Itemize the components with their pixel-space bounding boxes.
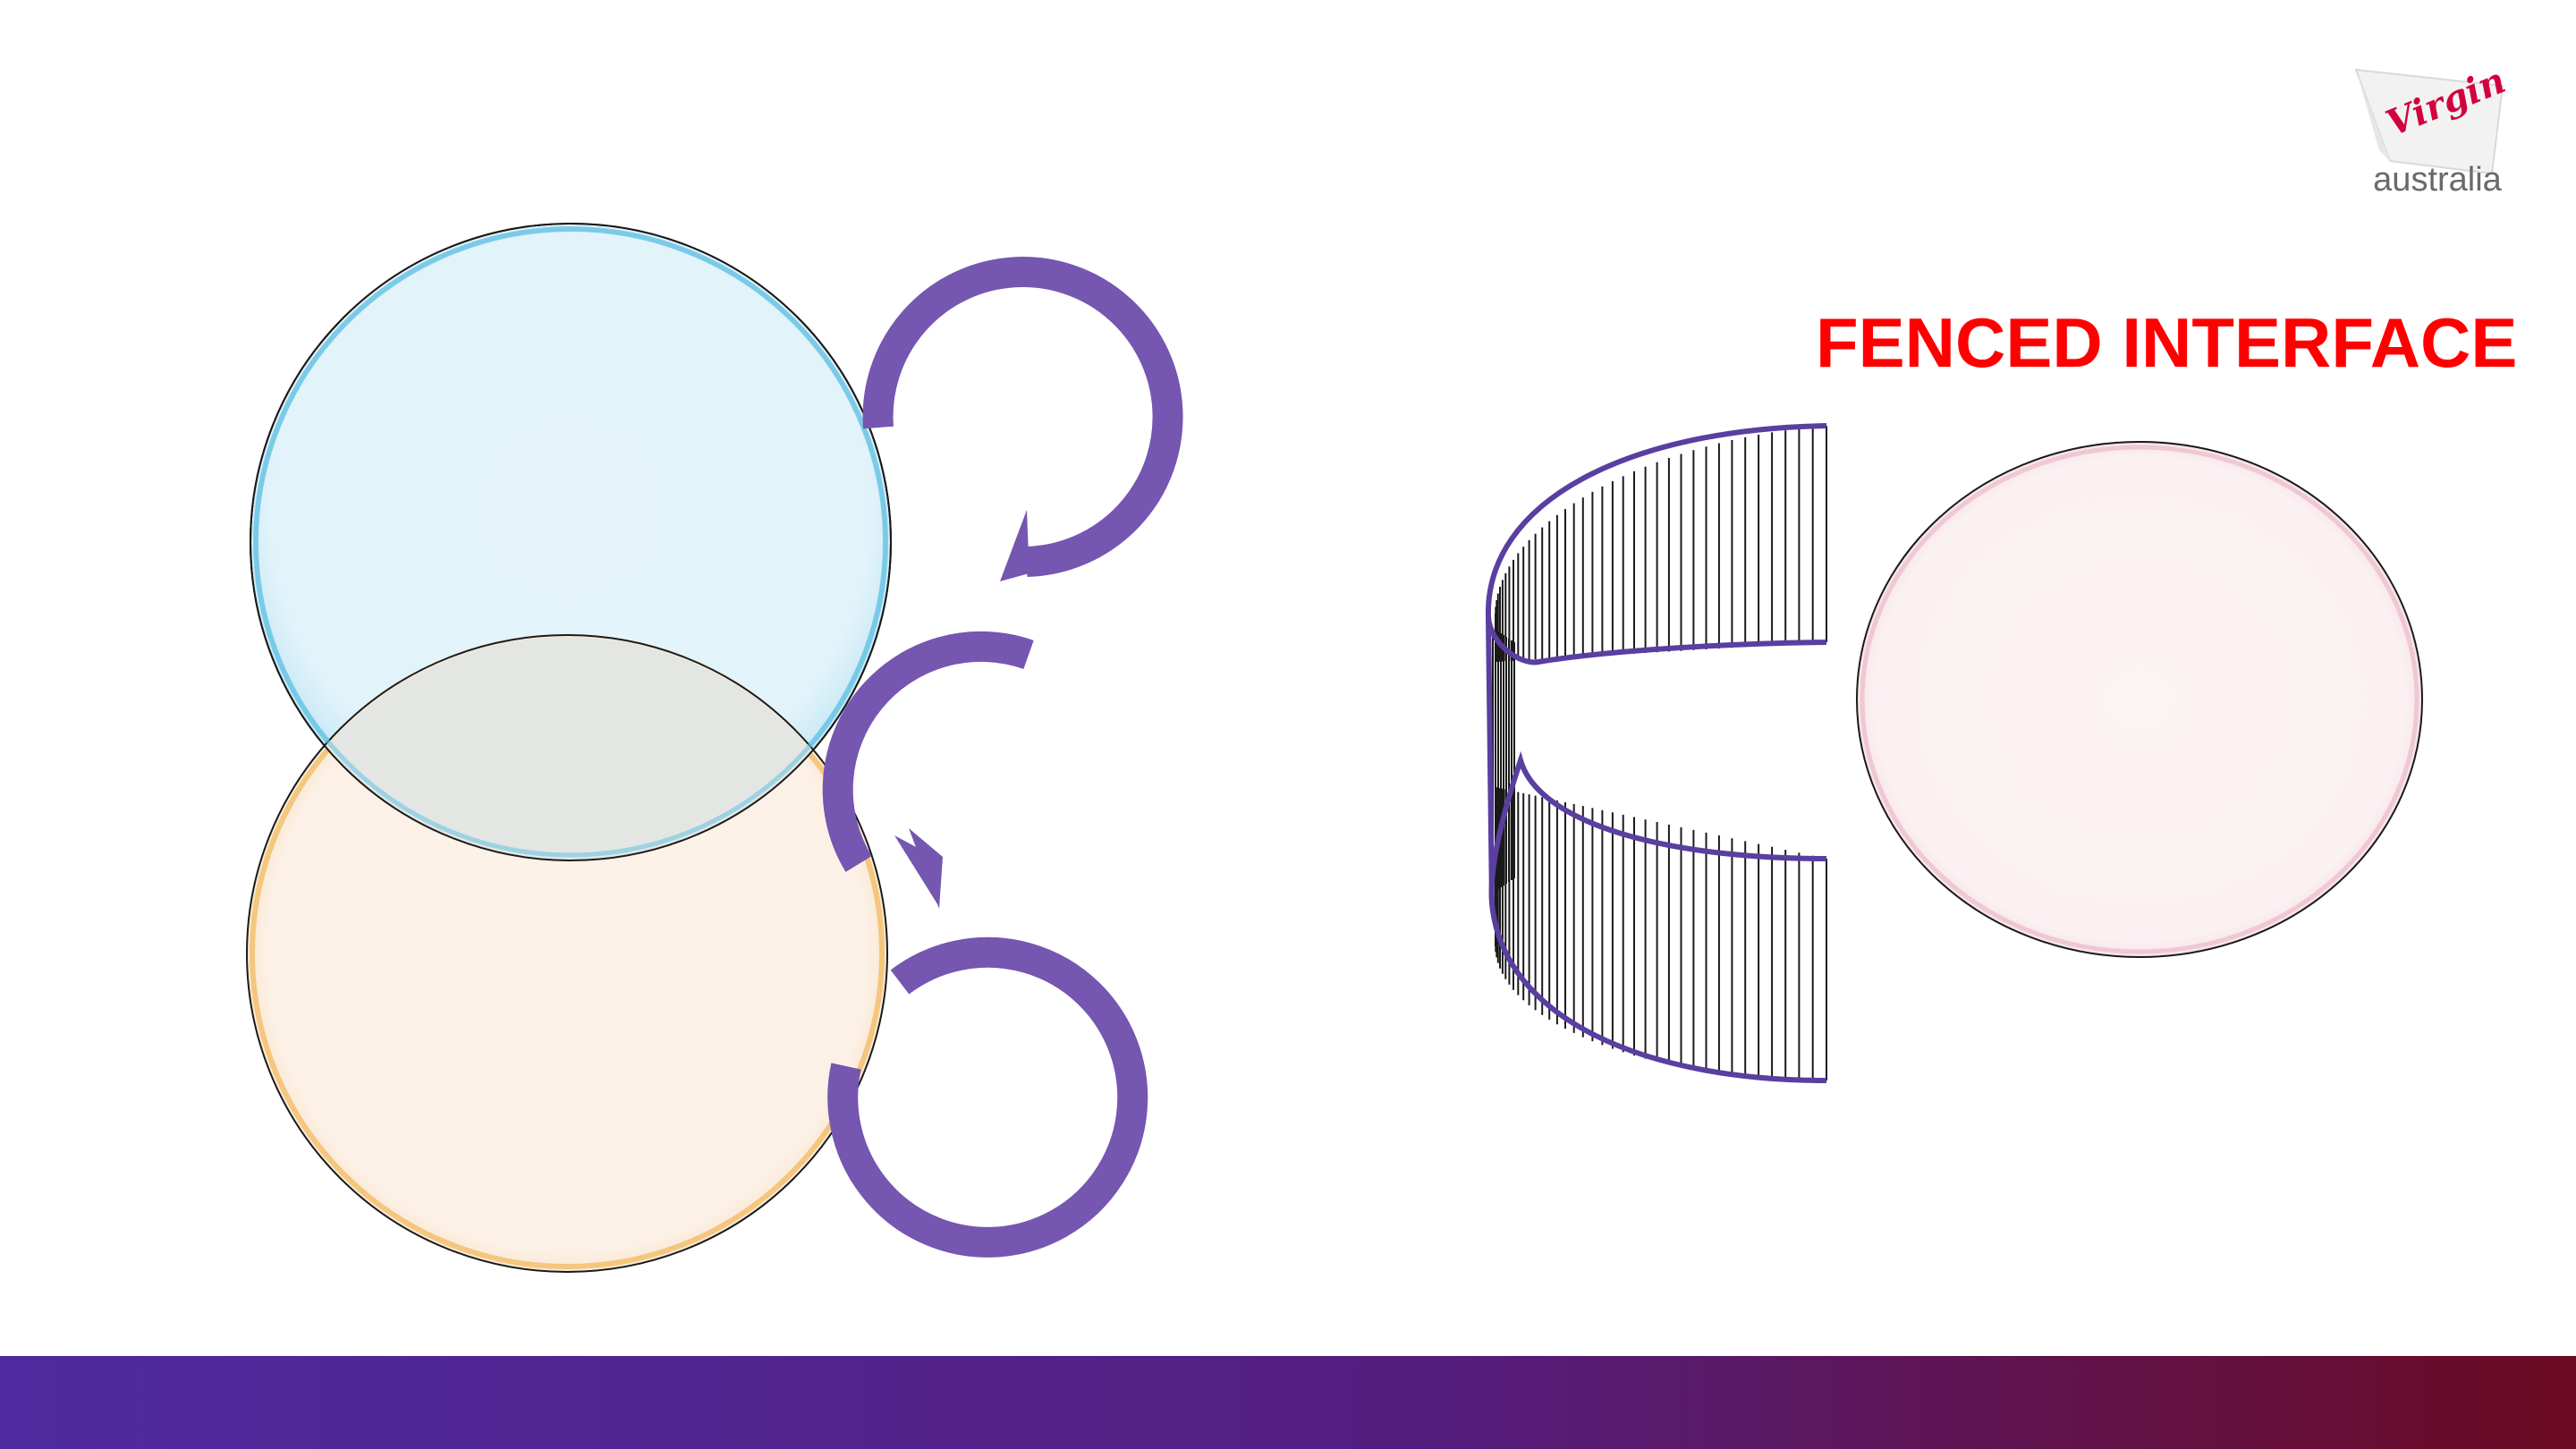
fence-top-rail — [1485, 423, 1827, 665]
pink-circle — [1856, 441, 2423, 958]
fence-structure — [1485, 423, 1827, 1083]
curved-counterclockwise-arrow-icon — [822, 631, 1034, 909]
slide-title: FENCED INTERFACE — [1816, 303, 2518, 382]
curved-clockwise-arrow-icon — [862, 257, 1183, 581]
circular-arrow-icon — [827, 936, 1148, 1258]
logo-word-text: australia — [2373, 161, 2502, 199]
overlap-region — [250, 637, 886, 860]
virgin-australia-logo — [2354, 68, 2504, 175]
fence-bottom-rail — [1488, 750, 1827, 1083]
footer-gradient-bar — [0, 1356, 2576, 1449]
